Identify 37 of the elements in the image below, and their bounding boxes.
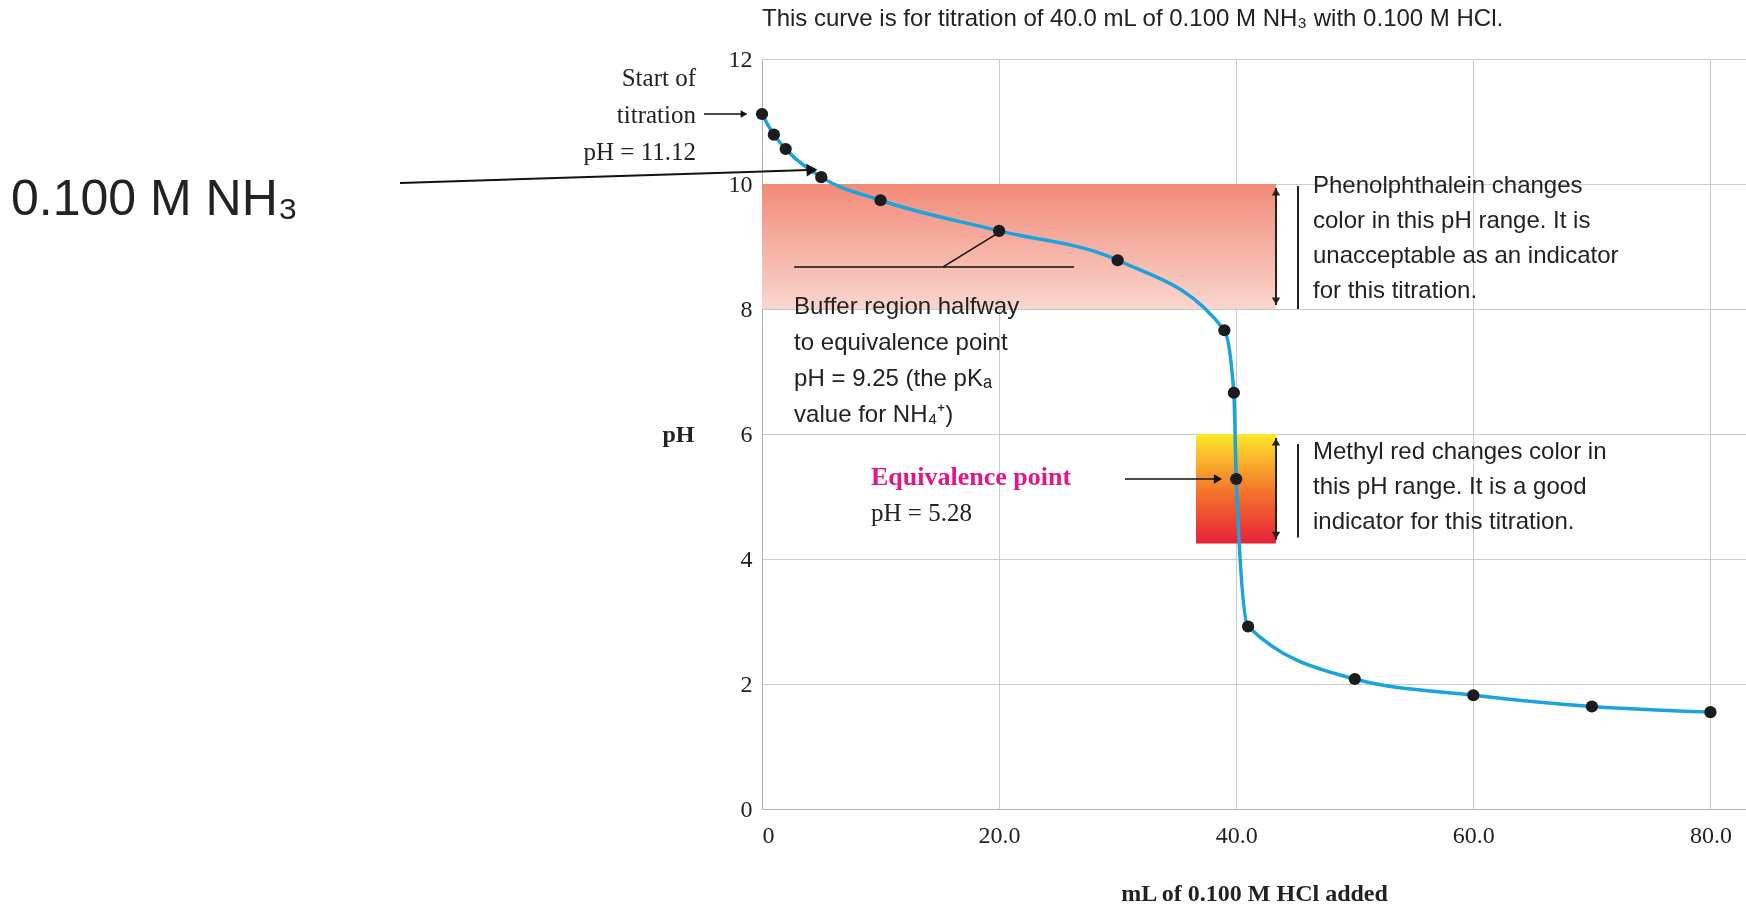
point: [1348, 672, 1361, 686]
point: [1218, 324, 1231, 337]
y-axis-title: pH: [662, 420, 695, 447]
point: [874, 194, 887, 207]
y-tick-label: 6: [740, 420, 753, 447]
chart-title: This curve is for titration of 40.0 mL of 0.100 M NH₃ with 0.100 M HCl.: [762, 4, 1504, 31]
point: [1241, 620, 1255, 633]
x-tick-label: 40.0: [1215, 821, 1258, 848]
y-tick-label: 0: [740, 795, 753, 822]
annotation: Equivalence point: [871, 462, 1072, 491]
point: [1467, 689, 1480, 702]
x-axis-title: mL of 0.100 M HCl added: [1121, 879, 1389, 906]
annotation: Start of titration pH = 11.12: [583, 64, 697, 165]
point: [1230, 472, 1243, 486]
band-label: Phenolphthalein changes color in this pH range. It is unacceptable as an indicator for this titration.: [1313, 171, 1619, 303]
point: [755, 107, 769, 121]
x-tick-label: 80.0: [1689, 821, 1732, 848]
x-tick-label: 20.0: [978, 821, 1021, 848]
y-tick-label: 2: [740, 670, 753, 697]
point: [815, 171, 828, 184]
text: 0.100 M NH₃: [11, 170, 299, 226]
y-tick-label: 4: [740, 545, 753, 572]
y-tick-label: 8: [740, 295, 753, 322]
point: [1111, 254, 1124, 267]
point: [767, 128, 780, 141]
y-tick-label: 10: [728, 170, 753, 197]
annotation: Buffer region halfway to equivalence point pH = 9.25 (the pKₐ value for NH₄⁺): [794, 291, 1020, 427]
point: [1704, 706, 1717, 719]
y-tick-label: 12: [728, 45, 753, 72]
point: [779, 142, 792, 156]
annotation: pH = 5.28: [871, 499, 972, 526]
band-label: Methyl red changes color in this pH range. It is a good indicator for this titration.: [1313, 437, 1607, 534]
x-tick-label: 60.0: [1452, 821, 1495, 848]
x-tick-label: 0: [762, 821, 775, 848]
point: [1585, 700, 1598, 713]
point: [1227, 386, 1240, 399]
point: [992, 224, 1006, 237]
